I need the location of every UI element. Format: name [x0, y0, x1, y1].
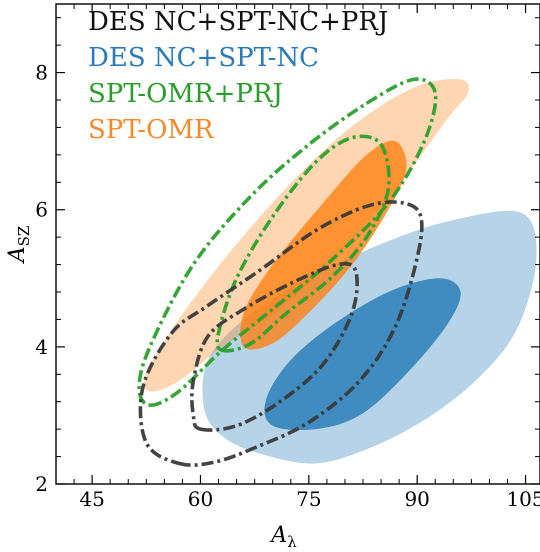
y-tick-label: 8 — [35, 61, 48, 85]
des-nc-spt-nc-contour-68 — [264, 278, 461, 431]
x-tick-label: 60 — [188, 487, 213, 511]
y-axis-label: ASZ — [5, 226, 33, 265]
des-nc-spt-nc-prj-series — [138, 200, 424, 467]
contour-layer — [137, 77, 537, 467]
legend-item-spt-omr: SPT-OMR — [88, 115, 215, 145]
plot-frame — [55, 3, 540, 485]
des-nc-spt-nc-prj-contour-68 — [190, 262, 359, 432]
y-tick-label: 6 — [35, 198, 48, 222]
x-tick-label: 90 — [404, 487, 429, 511]
legend-item-spt-omr-prj: SPT-OMR+PRJ — [88, 79, 283, 109]
spt-omr-prj-contour-68 — [215, 134, 391, 353]
y-tick-label: 2 — [35, 472, 48, 496]
x-axis-label: Aλ — [269, 523, 297, 551]
spt-omr-contour-68 — [240, 140, 407, 350]
x-tick-label: 75 — [296, 487, 321, 511]
x-tick-label: 45 — [79, 487, 104, 511]
des-nc-spt-nc-prj-contour-95 — [138, 200, 424, 467]
legend-item-des-nc-spt-nc-prj: DES NC+SPT-NC+PRJ — [88, 7, 388, 37]
legend-item-des-nc-spt-nc: DES NC+SPT-NC — [88, 43, 319, 73]
y-tick-label: 4 — [35, 335, 48, 359]
spt-omr-prj-contour-95 — [137, 77, 438, 407]
spt-omr-prj-series — [137, 77, 438, 407]
legend: DES NC+SPT-NC+PRJ DES NC+SPT-NC SPT-OMR+PR… — [88, 7, 388, 145]
x-tick-label: 105 — [506, 487, 540, 511]
tick-layer: 45 60 75 90 105 2 4 6 8 — [35, 4, 540, 511]
des-nc-spt-nc-series — [202, 210, 537, 464]
